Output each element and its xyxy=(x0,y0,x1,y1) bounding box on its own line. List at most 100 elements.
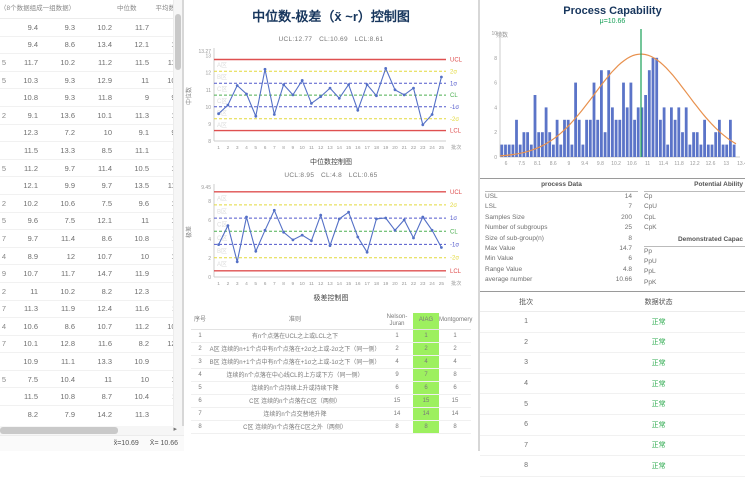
vertical-scrollbar-thumb[interactable] xyxy=(175,14,181,70)
median-cell[interactable]: 11.55 xyxy=(156,176,175,195)
clipped-cell[interactable]: 5 xyxy=(0,53,8,72)
value-cell[interactable]: 10.6 xyxy=(8,317,45,336)
clipped-cell[interactable]: 7 xyxy=(0,300,8,319)
value-cell[interactable]: 8.6 xyxy=(45,36,82,55)
value-cell[interactable]: 11.3 xyxy=(119,405,156,417)
value-cell[interactable]: 10.5 xyxy=(119,159,156,178)
clipped-cell[interactable] xyxy=(0,387,8,407)
value-cell[interactable]: 9.1 xyxy=(119,124,156,143)
clipped-cell[interactable]: 9 xyxy=(0,264,8,283)
value-cell[interactable]: 10.2 xyxy=(45,53,82,72)
value-cell[interactable]: 14.7 xyxy=(82,264,119,283)
median-cell[interactable]: 10.65 xyxy=(156,317,175,336)
value-cell[interactable]: 11.5 xyxy=(8,387,45,407)
value-cell[interactable]: 10.2 xyxy=(82,19,119,37)
value-cell[interactable]: 13.5 xyxy=(119,176,156,195)
value-cell[interactable]: 12 xyxy=(45,247,82,266)
value-cell[interactable]: 10.1 xyxy=(82,106,119,125)
value-cell[interactable]: 11 xyxy=(119,212,156,231)
value-cell[interactable]: 14.2 xyxy=(82,405,119,417)
clipped-cell[interactable]: 5 xyxy=(0,370,8,389)
value-cell[interactable]: 11.8 xyxy=(82,88,119,107)
value-cell[interactable]: 10.9 xyxy=(8,352,45,371)
median-cell[interactable]: 10.75 xyxy=(156,71,175,90)
value-cell[interactable]: 10.6 xyxy=(45,194,82,213)
value-cell[interactable]: 11.4 xyxy=(82,159,119,178)
value-cell[interactable]: 8.2 xyxy=(119,335,156,354)
value-cell[interactable]: 11.7 xyxy=(119,19,156,37)
value-cell[interactable]: 11.9 xyxy=(45,300,82,319)
vertical-scrollbar[interactable] xyxy=(173,0,182,427)
clipped-cell[interactable]: 7 xyxy=(0,229,8,248)
value-cell[interactable]: 11.2 xyxy=(8,159,45,178)
clipped-cell[interactable] xyxy=(0,405,8,417)
value-cell[interactable]: 9.6 xyxy=(8,212,45,231)
value-cell[interactable]: 11.6 xyxy=(119,300,156,319)
value-cell[interactable]: 11.5 xyxy=(8,141,45,160)
value-cell[interactable]: 12.3 xyxy=(119,282,156,301)
median-cell[interactable]: 9 xyxy=(156,405,175,417)
value-cell[interactable]: 11 xyxy=(8,282,45,301)
value-cell[interactable]: 10.3 xyxy=(8,71,45,90)
value-cell[interactable]: 9.7 xyxy=(8,229,45,248)
clipped-cell[interactable]: 5 xyxy=(0,212,8,231)
value-cell[interactable]: 8.5 xyxy=(82,141,119,160)
value-cell[interactable]: 10 xyxy=(119,247,156,266)
value-cell[interactable]: 10.7 xyxy=(8,264,45,283)
horizontal-scrollbar[interactable]: ▸ xyxy=(0,426,184,435)
value-cell[interactable]: 13.4 xyxy=(82,36,119,55)
clipped-cell[interactable]: 7 xyxy=(0,335,8,354)
clipped-cell[interactable] xyxy=(0,176,8,195)
horizontal-scrollbar-thumb[interactable] xyxy=(0,427,118,434)
value-cell[interactable]: 11.9 xyxy=(119,264,156,283)
value-cell[interactable]: 13.6 xyxy=(45,106,82,125)
value-cell[interactable]: 13.3 xyxy=(45,141,82,160)
value-cell[interactable]: 8.9 xyxy=(8,247,45,266)
value-cell[interactable]: 7.2 xyxy=(45,124,82,143)
value-cell[interactable]: 10.2 xyxy=(45,282,82,301)
value-cell[interactable]: 10.9 xyxy=(119,352,156,371)
value-cell[interactable]: 11 xyxy=(82,370,119,389)
clipped-cell[interactable]: 5 xyxy=(0,71,8,90)
value-cell[interactable]: 9.3 xyxy=(45,71,82,90)
value-cell[interactable]: 9.7 xyxy=(45,159,82,178)
value-cell[interactable]: 7.5 xyxy=(45,212,82,231)
value-cell[interactable]: 10.8 xyxy=(45,387,82,407)
value-cell[interactable]: 11.2 xyxy=(119,317,156,336)
value-cell[interactable]: 9.4 xyxy=(8,36,45,55)
value-cell[interactable]: 9.9 xyxy=(45,176,82,195)
value-cell[interactable]: 11.5 xyxy=(119,53,156,72)
value-cell[interactable]: 11.6 xyxy=(82,335,119,354)
value-cell[interactable]: 8.6 xyxy=(45,317,82,336)
value-cell[interactable]: 8.2 xyxy=(82,282,119,301)
value-cell[interactable]: 10.7 xyxy=(82,247,119,266)
value-cell[interactable]: 7.9 xyxy=(45,405,82,417)
value-cell[interactable]: 11.7 xyxy=(8,53,45,72)
clipped-cell[interactable]: 2 xyxy=(0,282,8,301)
clipped-cell[interactable] xyxy=(0,352,8,371)
value-cell[interactable]: 12.8 xyxy=(45,335,82,354)
value-cell[interactable]: 9.3 xyxy=(45,19,82,37)
value-cell[interactable]: 9.3 xyxy=(45,88,82,107)
clipped-cell[interactable] xyxy=(0,124,8,143)
value-cell[interactable]: 10 xyxy=(82,124,119,143)
value-cell[interactable]: 10.7 xyxy=(82,317,119,336)
median-cell[interactable]: 11 xyxy=(156,352,175,371)
clipped-cell[interactable] xyxy=(0,141,8,160)
value-cell[interactable]: 11.1 xyxy=(45,352,82,371)
value-cell[interactable]: 12.1 xyxy=(119,36,156,55)
clipped-cell[interactable] xyxy=(0,19,8,37)
value-cell[interactable]: 11.2 xyxy=(82,53,119,72)
value-cell[interactable]: 13.3 xyxy=(82,352,119,371)
value-cell[interactable]: 11.3 xyxy=(8,300,45,319)
median-cell[interactable]: 9.6 xyxy=(156,19,175,37)
value-cell[interactable]: 12.1 xyxy=(82,212,119,231)
value-cell[interactable]: 11.4 xyxy=(45,229,82,248)
value-cell[interactable]: 9.7 xyxy=(82,176,119,195)
value-cell[interactable]: 8.6 xyxy=(82,229,119,248)
value-cell[interactable]: 11.3 xyxy=(119,106,156,125)
value-cell[interactable]: 9.1 xyxy=(8,106,45,125)
value-cell[interactable]: 12.9 xyxy=(82,71,119,90)
clipped-cell[interactable] xyxy=(0,88,8,107)
value-cell[interactable]: 9.4 xyxy=(8,19,45,37)
